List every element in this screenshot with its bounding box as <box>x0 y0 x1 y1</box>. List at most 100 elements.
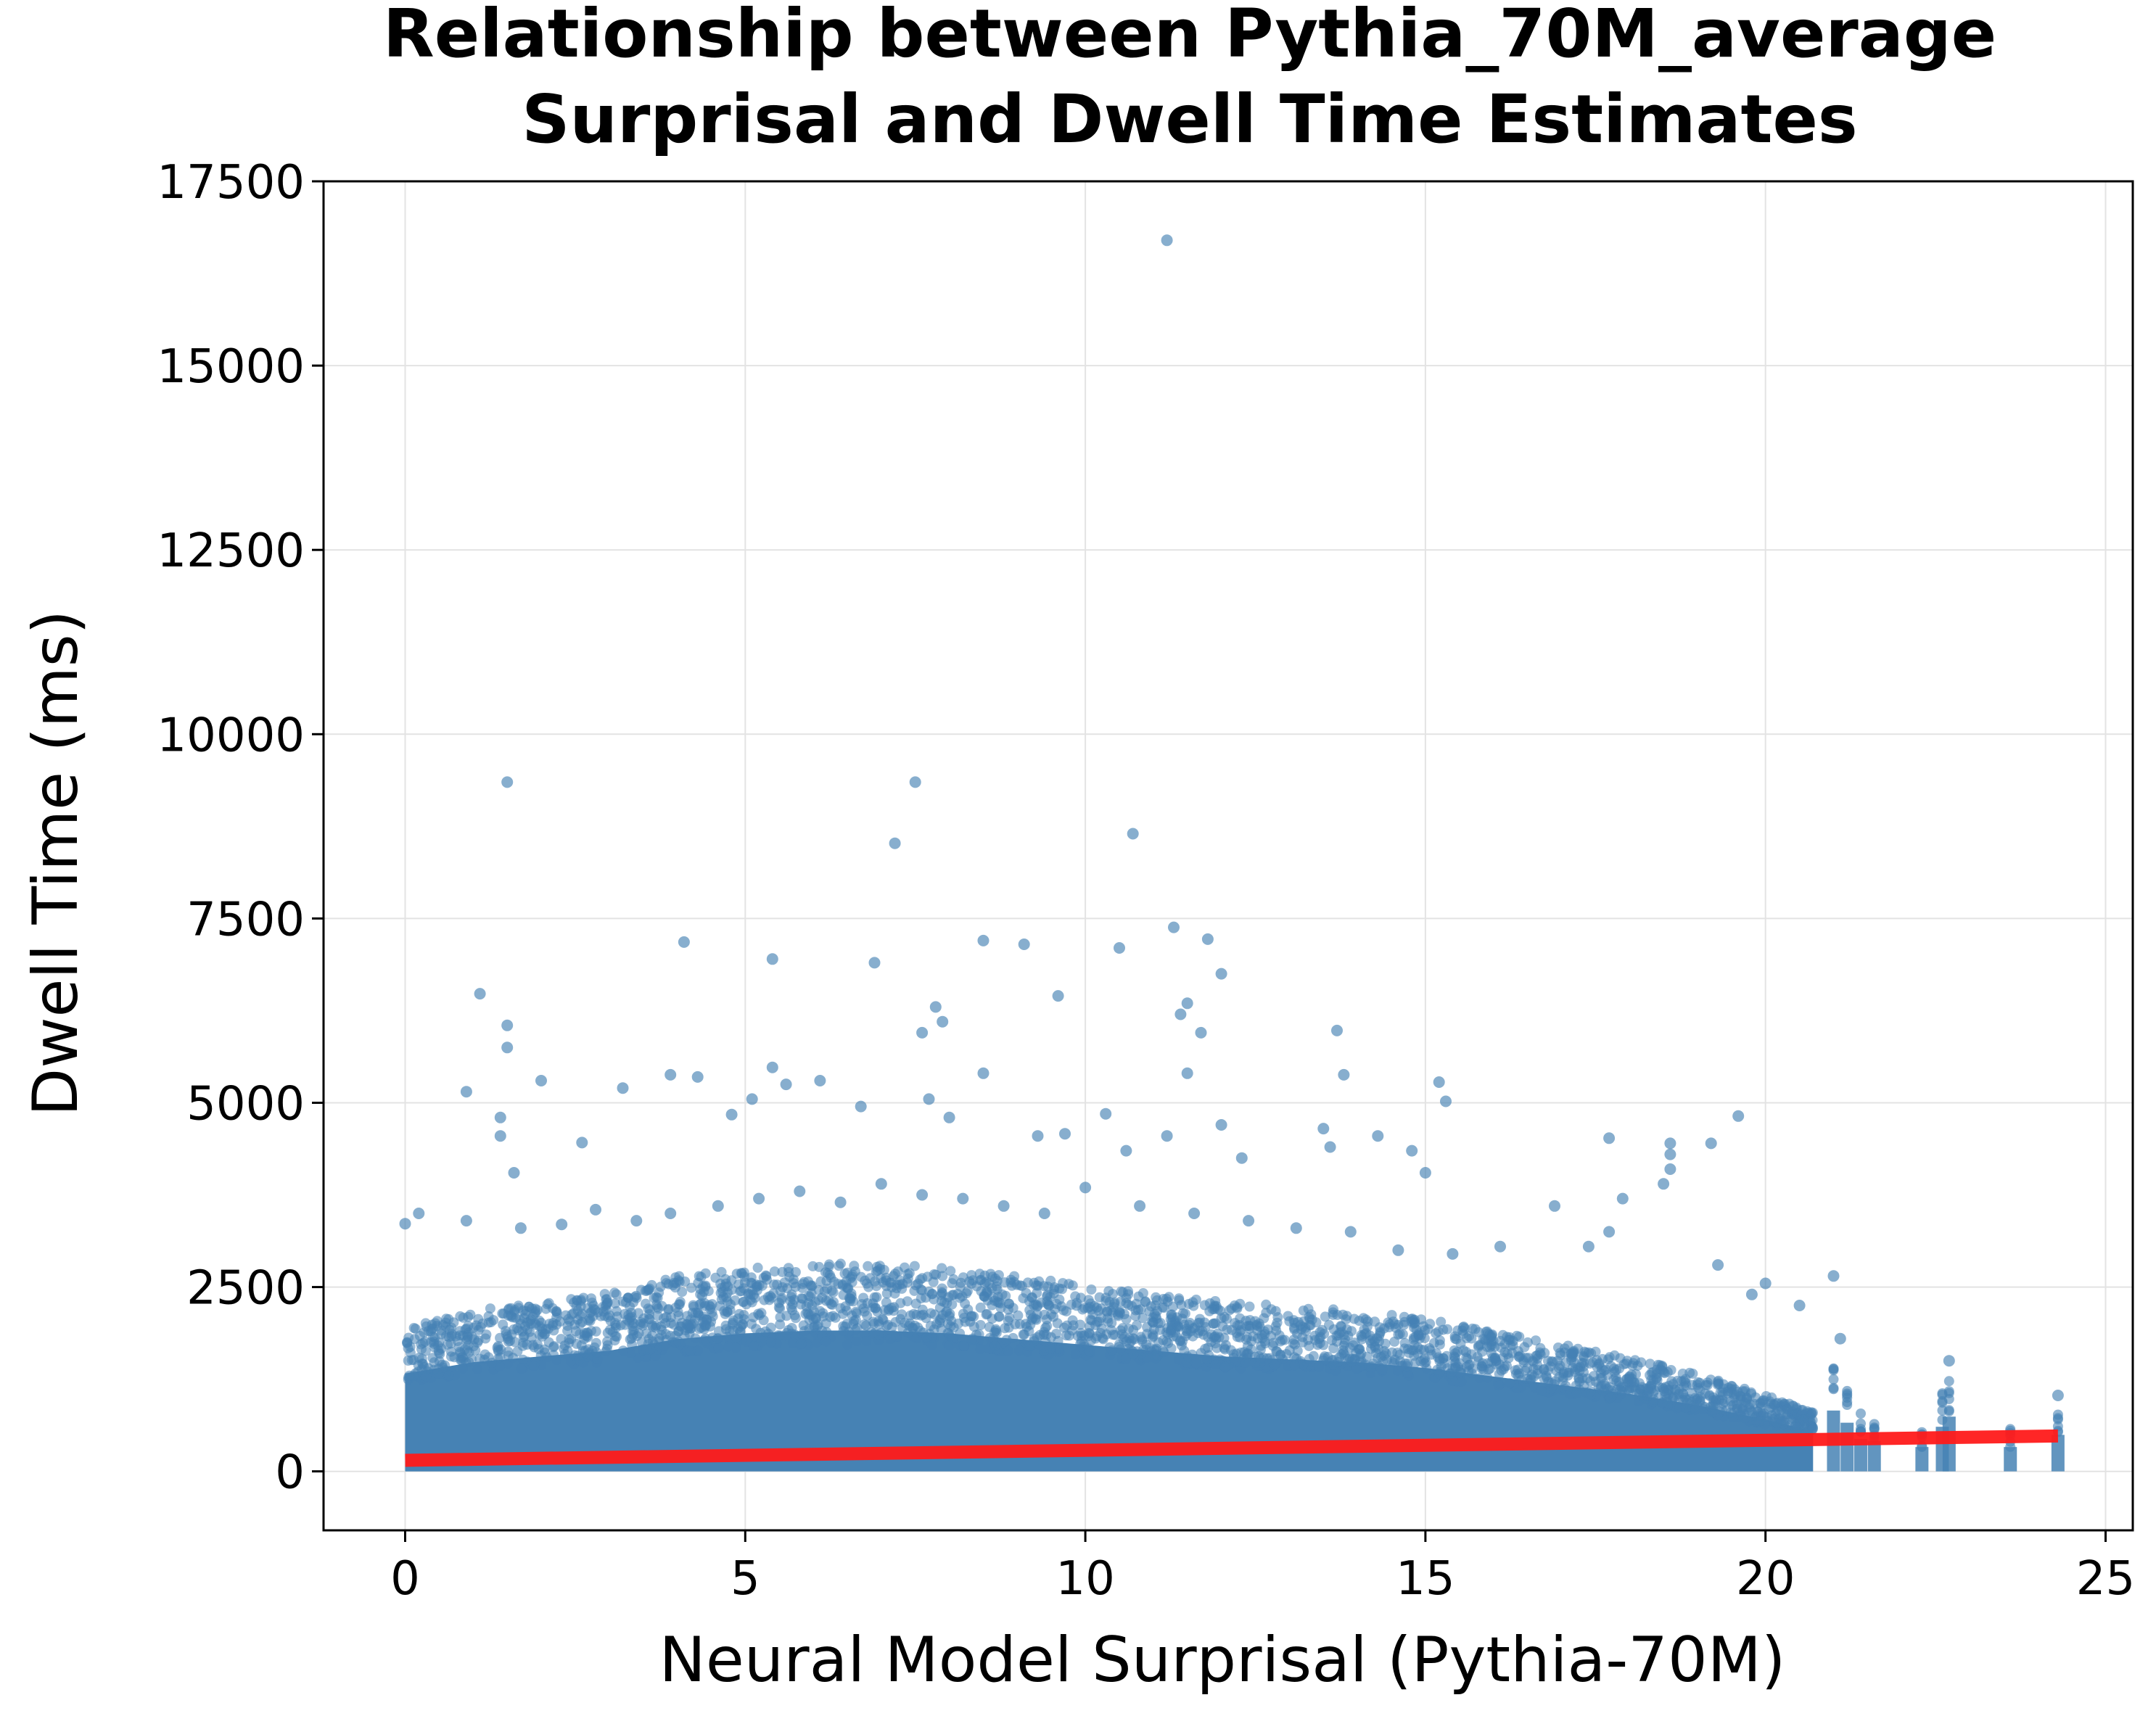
scatter-point <box>463 1311 474 1322</box>
scatter-point <box>1679 1381 1690 1392</box>
scatter-point <box>1070 1349 1081 1360</box>
scatter-point <box>562 1325 573 1336</box>
scatter-point <box>1528 1356 1539 1367</box>
outlier-point <box>1018 939 1030 950</box>
outlier-point <box>929 1001 942 1013</box>
scatter-point <box>1558 1375 1568 1386</box>
scatter-point <box>712 1333 723 1344</box>
scatter-point <box>686 1282 696 1293</box>
scatter-point <box>1842 1388 1853 1399</box>
scatter-point <box>966 1335 977 1345</box>
outlier-point <box>1215 1119 1227 1131</box>
scatter-point <box>835 1258 846 1269</box>
scatter-point <box>838 1326 849 1337</box>
scatter-point <box>1049 1284 1060 1295</box>
scatter-point <box>1369 1336 1380 1347</box>
scatter-point <box>1484 1364 1495 1374</box>
scatter-point <box>1581 1348 1592 1358</box>
outlier-point <box>1195 1026 1207 1039</box>
scatter-point <box>1432 1364 1443 1375</box>
scatter-point <box>723 1341 733 1352</box>
outlier-point <box>1324 1141 1336 1153</box>
scatter-point <box>958 1340 969 1351</box>
scatter-point <box>902 1269 913 1279</box>
outlier-point <box>1419 1167 1431 1179</box>
scatter-point <box>670 1303 681 1313</box>
outlier-point <box>889 837 901 849</box>
scatter-point <box>421 1371 432 1382</box>
scatter-point <box>871 1281 882 1292</box>
scatter-point <box>1339 1337 1350 1348</box>
scatter-point <box>716 1266 727 1277</box>
scatter-point <box>863 1261 873 1271</box>
scatter-point <box>416 1353 427 1364</box>
scatter-point <box>1297 1337 1308 1348</box>
scatter-point <box>509 1305 520 1316</box>
outlier-point <box>1582 1240 1595 1253</box>
scatter-point <box>1121 1313 1132 1324</box>
scatter-point <box>1782 1404 1793 1415</box>
outlier-point <box>1664 1137 1676 1150</box>
scatter-point <box>1188 1297 1198 1308</box>
scatter-point <box>604 1310 615 1321</box>
scatter-point <box>921 1292 931 1303</box>
scatter-point <box>1121 1298 1132 1308</box>
outlier-point <box>712 1200 724 1212</box>
scatter-point <box>868 1316 879 1327</box>
scatter-point <box>1246 1336 1257 1347</box>
scatter-point <box>841 1276 852 1287</box>
scatter-point <box>787 1299 798 1310</box>
scatter-point <box>945 1266 956 1276</box>
scatter-point <box>661 1312 672 1322</box>
scatter-point <box>1086 1315 1097 1326</box>
scatter-point <box>848 1319 859 1329</box>
outlier-point <box>725 1108 738 1121</box>
scatter-point <box>739 1271 750 1282</box>
outlier-point <box>766 953 778 965</box>
outlier-point <box>691 1071 704 1083</box>
scatter-point <box>769 1279 779 1290</box>
scatter-point <box>773 1298 784 1308</box>
outlier-point <box>1664 1148 1676 1160</box>
scatter-point <box>1756 1416 1766 1427</box>
scatter-point <box>696 1271 707 1282</box>
outlier-point <box>1943 1355 1955 1367</box>
scatter-point <box>1168 1301 1178 1312</box>
scatter-point <box>1085 1301 1095 1312</box>
scatter-point <box>1254 1321 1265 1332</box>
scatter-point <box>1758 1395 1769 1406</box>
outlier-point <box>665 1208 677 1219</box>
y-tick-label: 7500 <box>186 893 305 946</box>
scatter-point <box>1571 1388 1582 1399</box>
scatter-point <box>540 1329 551 1339</box>
scatter-point <box>1692 1377 1703 1387</box>
outlier-point <box>1344 1226 1357 1238</box>
scatter-point <box>1128 1324 1139 1335</box>
scatter-point <box>1011 1279 1022 1290</box>
scatter-point <box>1455 1367 1465 1378</box>
scatter-point <box>723 1281 733 1292</box>
scatter-point <box>628 1329 638 1340</box>
scatter-point <box>1434 1339 1445 1350</box>
scatter-point <box>926 1340 937 1350</box>
outlier-point <box>501 1041 514 1054</box>
outlier-point <box>1114 942 1125 954</box>
scatter-point <box>909 1261 920 1271</box>
scatter-point <box>1048 1311 1059 1322</box>
outlier-point <box>1827 1270 1840 1282</box>
scatter-point <box>1157 1302 1168 1313</box>
point-column <box>2004 1447 2017 1472</box>
point-column <box>1915 1447 1929 1472</box>
scatter-point <box>1161 1293 1172 1304</box>
scatter-point <box>1215 1305 1225 1316</box>
scatter-point <box>1274 1330 1285 1341</box>
point-column <box>1853 1438 1867 1472</box>
scatter-point <box>966 1270 977 1281</box>
scatter-point <box>695 1289 706 1300</box>
scatter-point <box>679 1331 690 1342</box>
scatter-point <box>1396 1361 1407 1371</box>
scatter-point <box>1717 1387 1728 1398</box>
scatter-point <box>1190 1358 1201 1369</box>
outlier-point <box>1161 1130 1173 1142</box>
